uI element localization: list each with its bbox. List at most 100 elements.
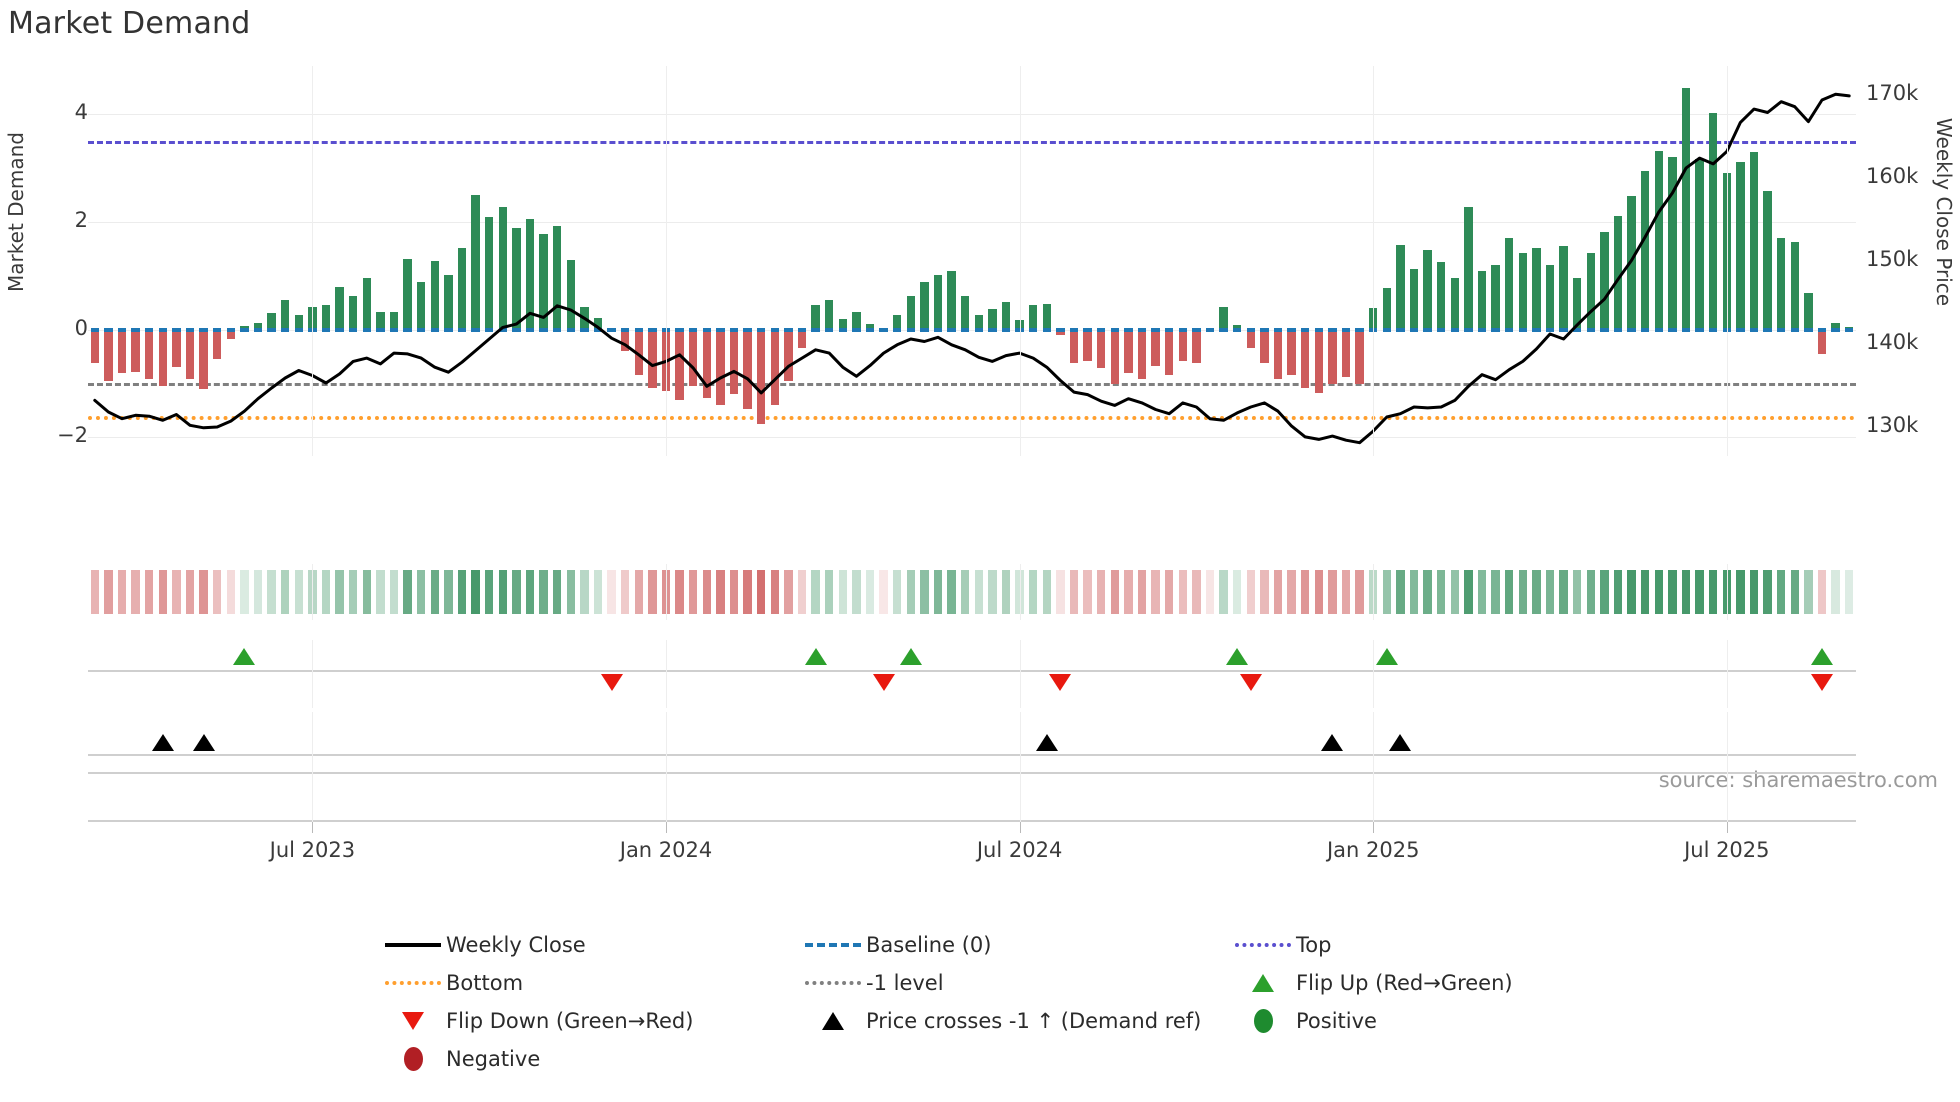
legend-label: Bottom [446,971,524,995]
demand-bar [1314,329,1323,394]
baseline-segment [1056,327,1065,332]
demand-bar [1790,242,1799,330]
heatmap-cell [1219,570,1228,614]
demand-bar [552,226,562,330]
demand-bar [1001,301,1011,330]
legend-label: Top [1296,933,1332,957]
flip-down-marker [1239,674,1262,691]
legend-item[interactable]: Baseline (0) [800,926,1230,964]
heatmap-cell [267,570,276,614]
demand-bar [1069,329,1079,363]
heatmap-cell [104,570,113,614]
baseline-segment [253,327,263,332]
legend-item[interactable]: Negative [380,1040,800,1078]
heatmap-cell [117,570,127,614]
legend-item[interactable]: -1 level [800,964,1230,1002]
legend-item[interactable]: Weekly Close [380,926,800,964]
x-axis-tick-label: Jul 2024 [976,838,1063,862]
baseline-segment [960,327,970,332]
page-title: Market Demand [8,6,251,41]
legend-item[interactable]: Flip Up (Red→Green) [1230,964,1620,1002]
heatmap-cell [158,570,167,614]
demand-bar [267,313,276,330]
heatmap-cell [294,570,303,614]
legend-label: Weekly Close [446,933,586,957]
legend-item[interactable]: Positive [1230,1002,1620,1040]
baseline-segment [1708,327,1718,332]
heatmap-cell [1137,570,1147,614]
heatmap-cell [1491,570,1500,614]
x-axis-tick-label: Jan 2024 [619,838,713,862]
baseline-segment [158,327,167,332]
legend-item[interactable]: Price crosses -1 ↑ (Demand ref) [800,1002,1230,1040]
heatmap-cell [240,570,249,614]
demand-bar [852,312,861,330]
y-axis-right-tick-label: 130k [1866,412,1919,437]
demand-bar [1382,287,1391,330]
demand-bar [416,282,426,330]
heatmap-cell [1124,570,1133,614]
heatmap-cell [1164,570,1174,614]
heatmap-cell [199,570,208,614]
demand-bar [1545,265,1555,330]
demand-bar [348,296,358,330]
heatmap-cell [1450,570,1459,614]
baseline-segment [280,327,290,332]
baseline-segment [1423,327,1432,332]
y-axis-right-tick-label: 150k [1866,247,1919,271]
heatmap-cell [1273,570,1283,614]
demand-bar [131,329,140,372]
demand-bar [457,247,467,330]
baseline-segment [1069,327,1079,332]
heatmap-cell [348,570,358,614]
gridline-vertical [1373,640,1375,708]
demand-bar [1477,271,1487,330]
demand-bar [1518,253,1527,330]
baseline-segment [1042,327,1051,332]
baseline-segment [1355,327,1364,332]
demand-bar [376,312,385,330]
baseline-segment [117,327,127,332]
heatmap-cell [756,570,766,614]
heatmap-cell [892,570,902,614]
baseline-segment [1178,327,1187,332]
demand-bar [185,329,195,380]
legend-item[interactable]: Top [1230,926,1620,964]
demand-bar [634,329,643,376]
baseline-segment [933,327,943,332]
heatmap-cell [824,570,834,614]
heatmap-cell [1804,570,1813,614]
baseline-segment [90,327,99,332]
demand-bar [920,282,929,330]
demand-bar [389,312,399,330]
baseline-segment [1545,327,1555,332]
legend-item[interactable]: Flip Down (Green→Red) [380,1002,800,1040]
heatmap-cell [280,570,290,614]
demand-bar [824,300,834,330]
demand-bar [226,329,235,340]
baseline-segment [389,327,399,332]
gridline-vertical [1019,772,1021,822]
heatmap-cell [879,570,888,614]
gridline-vertical [312,712,314,772]
demand-bar [784,329,793,381]
heatmap-cell [960,570,970,614]
demand-bar [933,274,943,330]
gridline-vertical [312,640,314,708]
baseline-segment [566,327,575,332]
heatmap-cell [1572,570,1582,614]
demand-bar [1804,293,1813,330]
heatmap-cell [321,570,331,614]
baseline-segment [1260,327,1269,332]
baseline-segment [512,327,521,332]
baseline-segment [1668,327,1677,332]
demand-bar [444,274,453,330]
baseline-segment [172,327,181,332]
level-line-swatch [805,981,861,985]
gridline-vertical [1726,712,1728,772]
baseline-segment [947,327,956,332]
legend-item[interactable]: Bottom [380,964,800,1002]
baseline-segment [294,327,303,332]
flip-up-marker [899,648,922,665]
heatmap-cell [362,570,371,614]
